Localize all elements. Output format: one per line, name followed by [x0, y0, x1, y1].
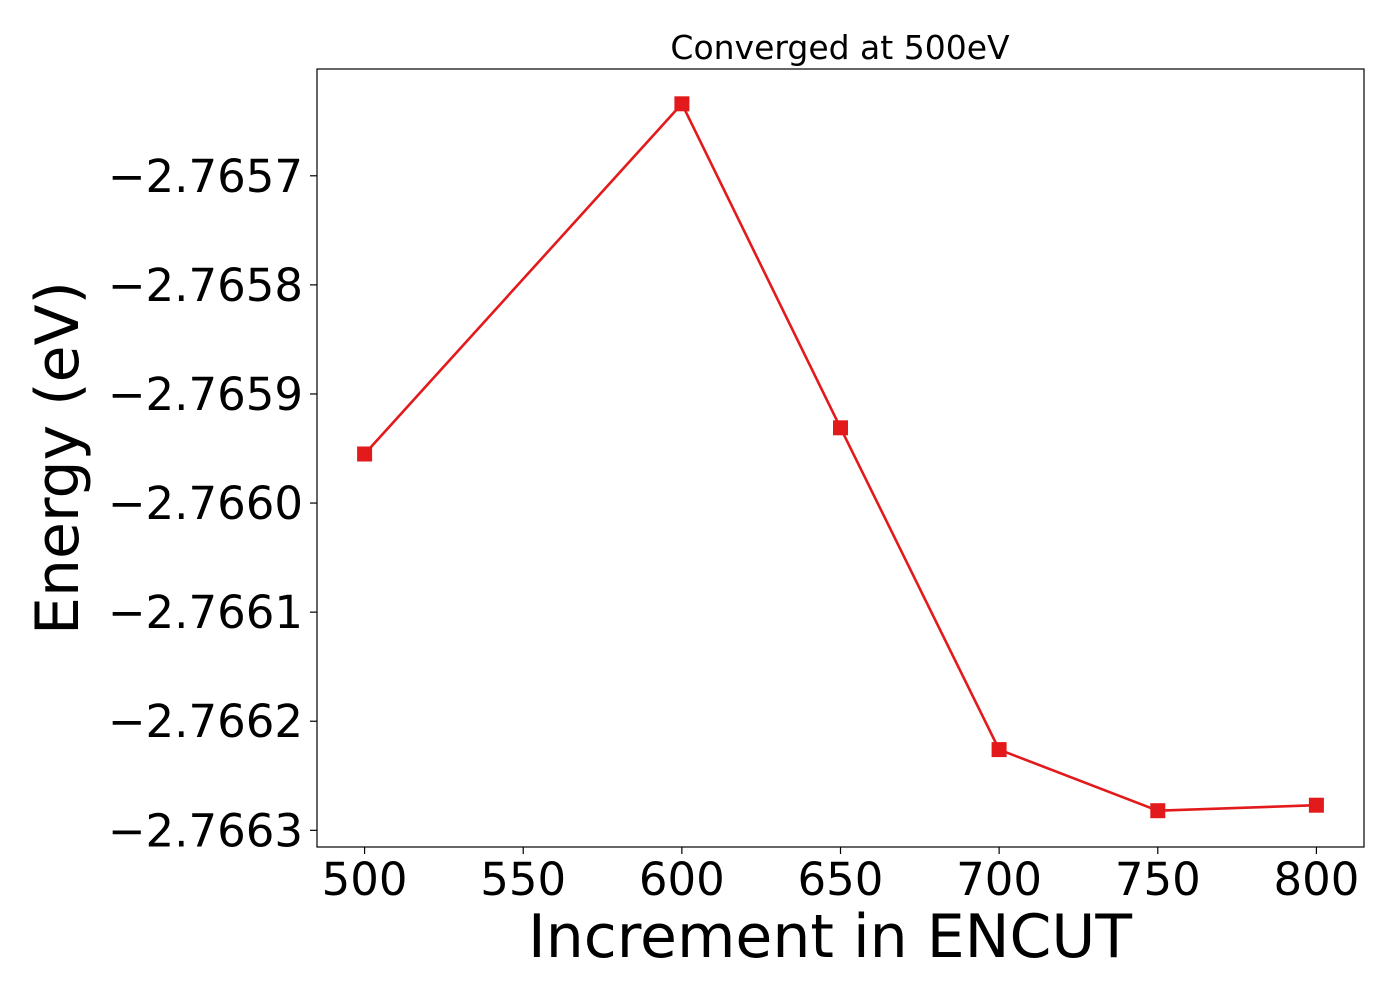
data-point: [1150, 803, 1166, 819]
y-tick-label: −2.7662: [108, 695, 303, 748]
y-tick-label: −2.7663: [108, 804, 303, 857]
x-tick-label: 500: [322, 853, 408, 906]
y-tick-label: −2.7660: [108, 477, 303, 530]
plot-area: [357, 96, 1324, 819]
x-axis: 500 550 600 650 700 750 800: [322, 847, 1359, 906]
x-tick-label: 800: [1273, 853, 1359, 906]
x-tick-label: 750: [1115, 853, 1201, 906]
data-point: [1308, 797, 1324, 813]
y-tick-label: −2.7658: [108, 259, 303, 312]
x-tick-label: 700: [956, 853, 1042, 906]
y-tick-label: −2.7661: [108, 586, 303, 639]
y-tick-label: −2.7659: [108, 368, 303, 421]
x-axis-label: Increment in ENCUT: [528, 902, 1132, 972]
x-tick-label: 550: [480, 853, 566, 906]
y-tick-label: −2.7657: [108, 150, 303, 203]
x-tick-label: 600: [639, 853, 725, 906]
y-axis: −2.7657 −2.7658 −2.7659 −2.7660 −2.7661 −2.76…: [108, 150, 317, 857]
x-tick-label: 650: [798, 853, 884, 906]
data-point: [833, 420, 848, 436]
series-line: [363, 102, 1317, 813]
chart-title: Converged at 500eV: [670, 28, 1010, 67]
y-axis-label: Energy (eV): [23, 281, 93, 635]
data-point: [991, 742, 1007, 758]
data-point: [674, 96, 690, 112]
data-point: [357, 446, 373, 462]
